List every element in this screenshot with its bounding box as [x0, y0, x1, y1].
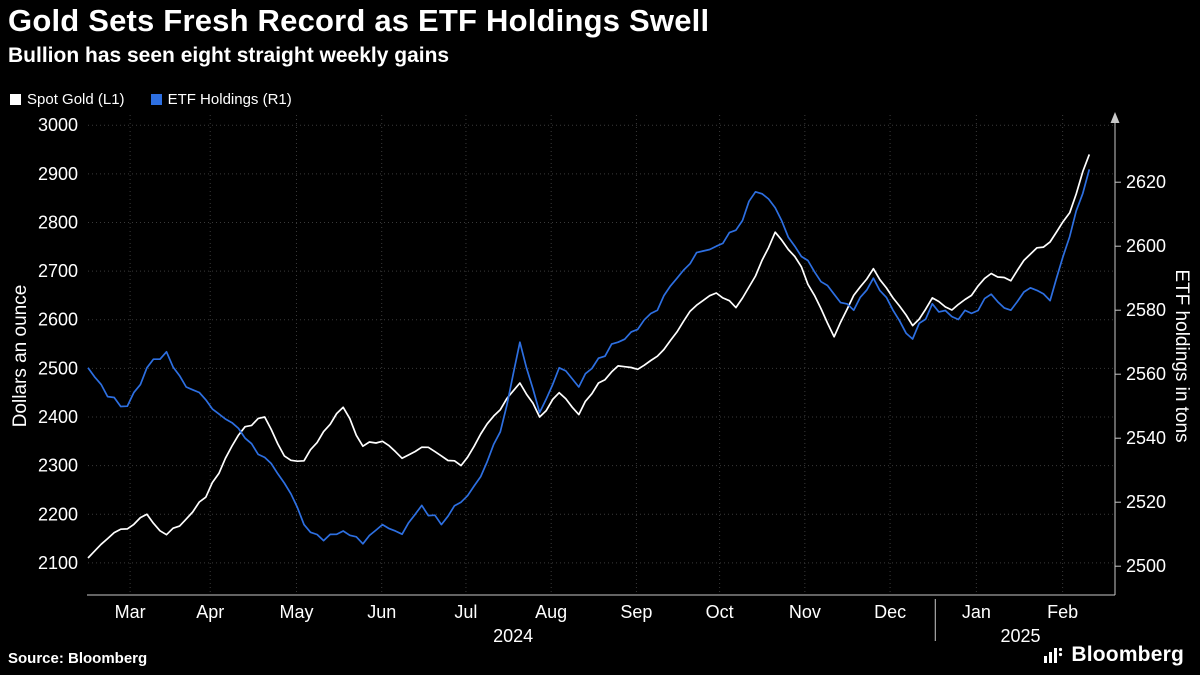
svg-text:2400: 2400	[38, 407, 78, 427]
legend-item-etf-holdings: ETF Holdings (R1)	[150, 91, 292, 108]
left-axis-ticks: 2100 2200 2300 2400 2500 2600 2700 2800 2900 3000	[38, 115, 78, 573]
svg-text:2700: 2700	[38, 261, 78, 281]
chart-subtitle: Bullion has seen eight straight weekly g…	[8, 44, 450, 67]
svg-text:Dec: Dec	[874, 602, 906, 622]
svg-text:May: May	[279, 602, 313, 622]
legend-label-etf-holdings: ETF Holdings (R1)	[167, 91, 292, 108]
legend-label-spot-gold: Spot Gold (L1)	[27, 91, 125, 108]
bloomberg-logo-text: Bloomberg	[1071, 643, 1184, 666]
svg-text:Jun: Jun	[367, 602, 396, 622]
x-axis-ticks: Mar Apr May Jun Jul Aug Sep Oct Nov Dec Jan Feb 2024…	[115, 599, 1078, 646]
svg-text:2580: 2580	[1126, 300, 1166, 320]
bloomberg-logo: Bloomberg	[1042, 643, 1184, 667]
svg-text:Aug: Aug	[535, 602, 567, 622]
svg-text:Mar: Mar	[115, 602, 146, 622]
bloomberg-logo-icon	[1044, 647, 1063, 663]
svg-text:2500: 2500	[38, 358, 78, 378]
axes	[87, 112, 1120, 596]
year-label: 2025	[1000, 626, 1040, 646]
svg-text:3000: 3000	[38, 115, 78, 135]
right-axis-ticks: 2500 2520 2540 2560 2580 2600 2620	[1115, 172, 1166, 576]
svg-text:2100: 2100	[38, 553, 78, 573]
svg-text:2600: 2600	[1126, 236, 1166, 256]
year-label: 2024	[493, 626, 533, 646]
svg-text:Nov: Nov	[789, 602, 821, 622]
right-axis-arrow-icon	[1110, 112, 1120, 123]
svg-text:2500: 2500	[1126, 556, 1166, 576]
svg-text:2300: 2300	[38, 456, 78, 476]
svg-text:2200: 2200	[38, 504, 78, 524]
source-text: Source: Bloomberg	[8, 650, 148, 667]
etf-holdings-line	[87, 169, 1091, 545]
svg-text:Oct: Oct	[706, 602, 734, 622]
svg-text:2560: 2560	[1126, 364, 1166, 384]
svg-text:Jan: Jan	[962, 602, 991, 622]
svg-text:Apr: Apr	[196, 602, 224, 622]
etf-holdings-swatch-icon	[150, 94, 162, 105]
legend-item-spot-gold: Spot Gold (L1)	[10, 91, 125, 108]
spot-gold-swatch-icon	[10, 94, 21, 105]
svg-text:Sep: Sep	[620, 602, 652, 622]
svg-text:2600: 2600	[38, 310, 78, 330]
gridlines	[88, 115, 1115, 595]
spot-gold-line	[87, 154, 1091, 559]
svg-text:2540: 2540	[1126, 428, 1166, 448]
svg-text:2800: 2800	[38, 212, 78, 232]
legend: Spot Gold (L1) ETF Holdings (R1)	[10, 91, 292, 108]
chart-title: Gold Sets Fresh Record as ETF Holdings S…	[8, 3, 710, 38]
svg-text:Feb: Feb	[1047, 602, 1078, 622]
svg-text:Jul: Jul	[454, 602, 477, 622]
svg-text:2900: 2900	[38, 164, 78, 184]
svg-text:2520: 2520	[1126, 492, 1166, 512]
svg-text:2620: 2620	[1126, 172, 1166, 192]
